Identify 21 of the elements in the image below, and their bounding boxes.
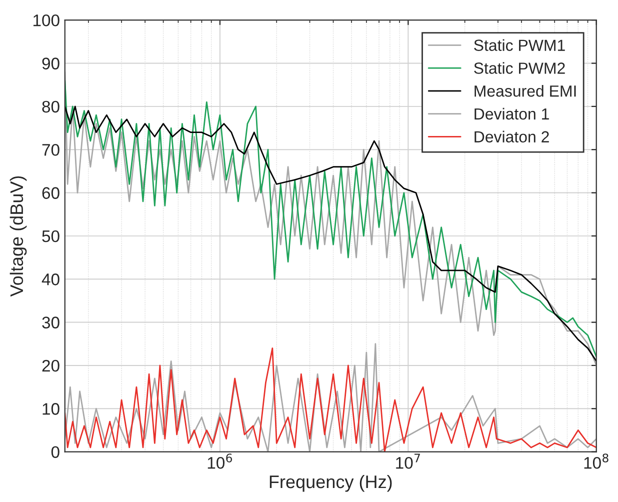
- legend-label: Static PWM2: [474, 62, 565, 74]
- legend-label: Static PWM1: [474, 39, 565, 51]
- legend-label: Deviaton 1: [474, 108, 549, 120]
- y-tick-label: 80: [42, 100, 60, 113]
- legend-label: Measured EMI: [474, 84, 576, 97]
- y-tick-label: 70: [42, 144, 60, 156]
- x-tick-label: 10$^{6}$: [208, 454, 232, 469]
- x-axis-title: Frequency (Hz): [270, 474, 392, 492]
- y-tick-label: 100: [33, 14, 60, 26]
- y-tick-label: 60: [42, 187, 60, 199]
- y-tick-label: 20: [42, 360, 60, 372]
- y-tick-label: 50: [42, 230, 60, 242]
- legend-label: Deviaton 2: [474, 130, 549, 142]
- y-tick-label: 90: [42, 58, 60, 70]
- x-tick-label: 10$^{8}$: [584, 454, 608, 469]
- y-tick-label: 0: [51, 446, 60, 458]
- x-tick-label: 10$^{7}$: [396, 454, 420, 469]
- y-tick-label: 40: [42, 274, 60, 286]
- y-tick-label: 10: [42, 403, 60, 415]
- y-tick-label: 30: [42, 316, 60, 328]
- y-axis-title: Voltage (dBuV): [10, 176, 27, 297]
